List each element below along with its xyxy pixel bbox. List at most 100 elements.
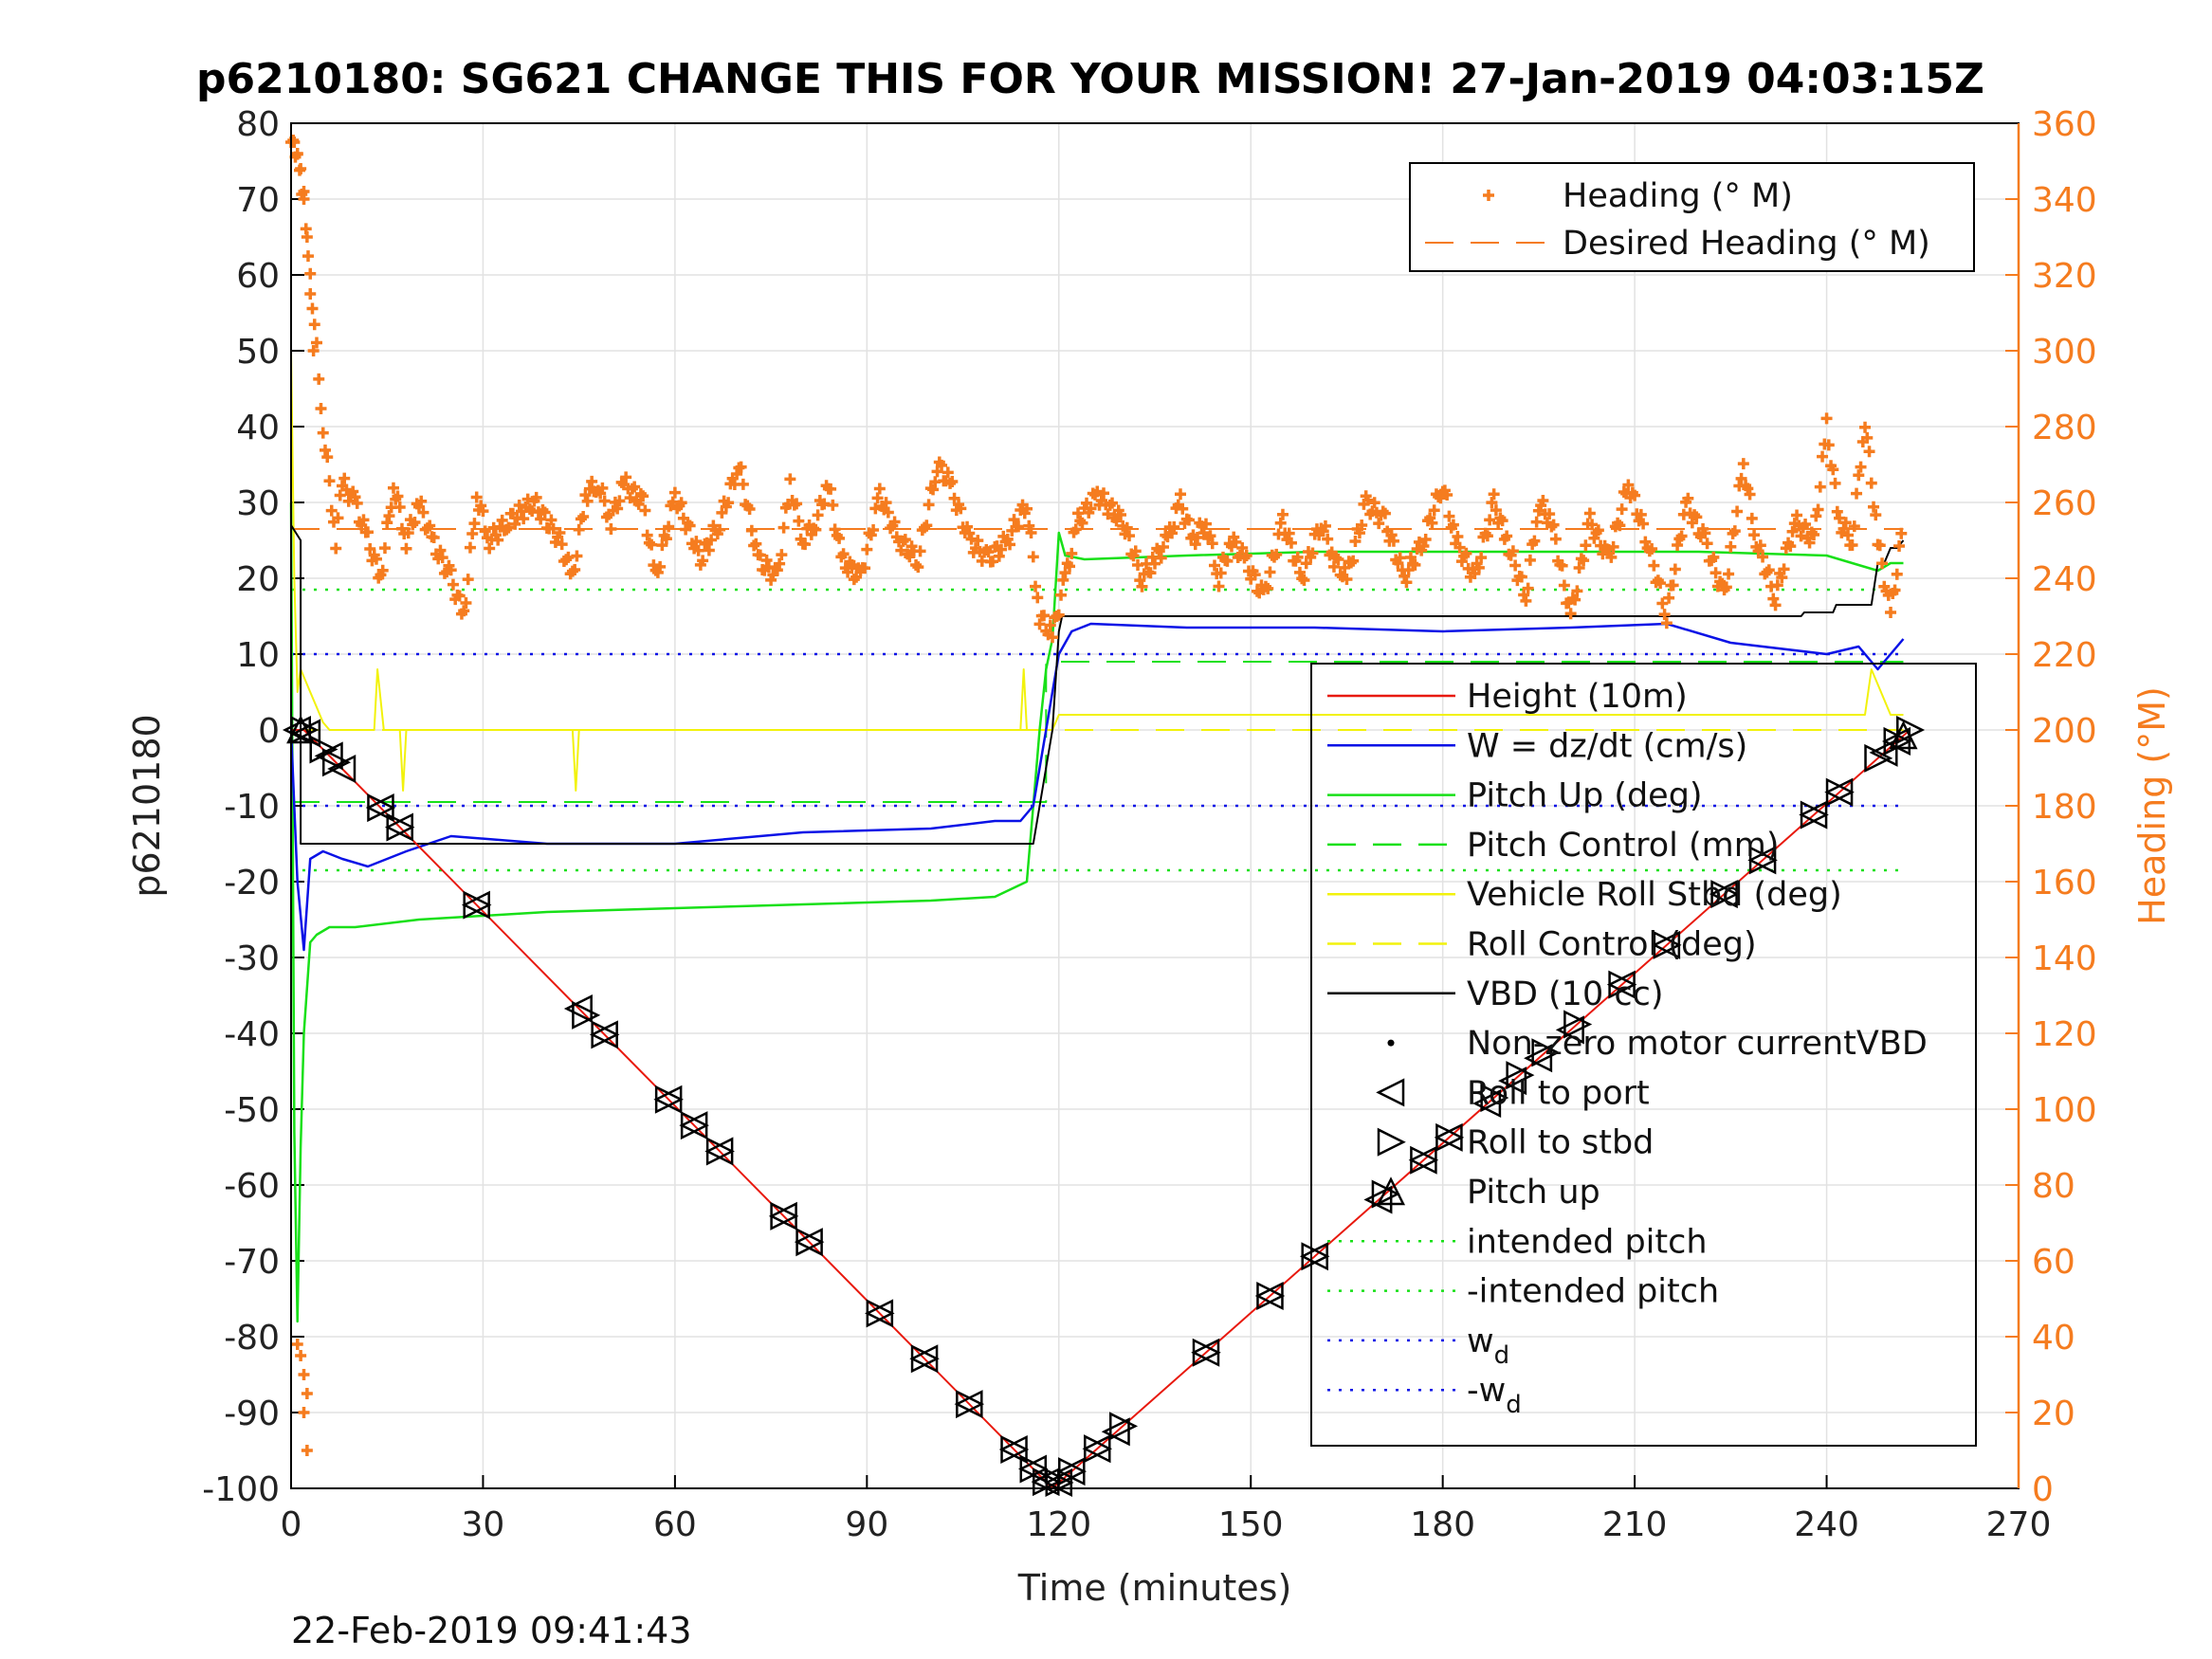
marker-roll-to-port xyxy=(1555,1015,1584,1045)
marker-roll-to-stbd xyxy=(1748,846,1778,875)
series-vehicle-roll-stbd-deg xyxy=(290,350,1904,792)
y-tick-label: 70 xyxy=(236,181,280,220)
y-tick-label: -20 xyxy=(224,864,280,902)
legend-label: Non-zero motor currentVBD xyxy=(1467,1025,1928,1063)
marker-roll-to-stbd xyxy=(321,748,352,777)
marker-roll-to-stbd xyxy=(1256,1281,1286,1311)
legend-label: Vehicle Roll Stbd (deg) xyxy=(1467,876,1842,914)
marker-roll-to-stbd xyxy=(705,1137,735,1166)
x-tick-label: 210 xyxy=(1602,1505,1668,1544)
legend-label-text: W = dz/dt (cm/s) xyxy=(1467,727,1747,765)
y-tick-label: 20 xyxy=(236,560,280,599)
legend-symbol-roll-port xyxy=(1376,1078,1405,1107)
legend-label: wd xyxy=(1467,1322,1509,1370)
legend-heading-symbol xyxy=(1483,190,1494,201)
legend-label-text: Pitch up xyxy=(1467,1174,1600,1212)
legend-label-text: w xyxy=(1467,1322,1494,1360)
x-tick-label: 0 xyxy=(281,1505,302,1544)
legend-label: -wd xyxy=(1467,1372,1522,1419)
legend-label-text: Pitch Control (mm) xyxy=(1467,827,1779,865)
marker-roll-to-stbd xyxy=(1506,1061,1535,1090)
legend-symbol-dot xyxy=(1387,1039,1395,1047)
marker-roll-to-stbd xyxy=(1109,1412,1139,1441)
marker-roll-to-stbd xyxy=(1800,800,1829,830)
marker-roll-to-stbd xyxy=(1531,1038,1561,1067)
y-axis-label-right: Heading (°M) xyxy=(2131,686,2173,925)
legend-label-text: Non-zero motor currentVBD xyxy=(1467,1025,1928,1063)
legend-label-text: -w xyxy=(1467,1372,1506,1410)
series-w-dz-dt-cm-s xyxy=(289,622,1905,952)
marker-roll-to-stbd xyxy=(956,1390,985,1419)
y-tick-label: -100 xyxy=(202,1470,280,1509)
x-tick-label: 30 xyxy=(462,1505,505,1544)
y-right-tick-label: 260 xyxy=(2032,484,2097,523)
legend-label: Roll to port xyxy=(1467,1074,1650,1112)
legend-label: intended pitch xyxy=(1467,1223,1708,1261)
y-right-tick-label: 200 xyxy=(2032,712,2097,751)
marker-roll-to-stbd xyxy=(1825,777,1855,807)
marker-roll-to-stbd xyxy=(386,812,415,842)
legend-label: Roll to stbd xyxy=(1467,1124,1654,1162)
legend-symbol-pitch-up xyxy=(1376,1176,1406,1206)
marker-roll-to-stbd xyxy=(1710,880,1740,909)
legend-label: Pitch up xyxy=(1467,1174,1600,1212)
legend-label: -intended pitch xyxy=(1467,1273,1719,1311)
marker-roll-to-stbd xyxy=(1563,1010,1593,1039)
marker-roll-to-port xyxy=(1498,1066,1527,1096)
marker-roll-to-stbd xyxy=(1608,970,1637,999)
y-right-tick-label: 40 xyxy=(2032,1319,2075,1358)
marker-roll-to-stbd xyxy=(654,1085,684,1114)
marker-layer xyxy=(282,715,1926,1498)
legend-label-subscript: d xyxy=(1494,1341,1510,1370)
chart-title: p6210180: SG621 CHANGE THIS FOR YOUR MIS… xyxy=(196,55,1984,103)
y-right-tick-label: 300 xyxy=(2032,333,2097,372)
y-right-tick-label: 120 xyxy=(2032,1015,2097,1054)
marker-roll-to-port xyxy=(314,741,343,771)
y-right-tick-label: 320 xyxy=(2032,257,2097,296)
y-right-tick-label: 340 xyxy=(2032,181,2097,220)
legend-label-text: VBD (10 cc) xyxy=(1467,975,1664,1013)
marker-roll-to-stbd xyxy=(1410,1145,1439,1175)
x-tick-label: 240 xyxy=(1794,1505,1859,1544)
legend-label-text: intended pitch xyxy=(1467,1223,1708,1261)
y-tick-label: 0 xyxy=(258,712,280,751)
marker-roll-to-stbd xyxy=(770,1201,799,1231)
legend-label-text: Pitch Up (deg) xyxy=(1467,777,1703,815)
x-tick-label: 120 xyxy=(1026,1505,1091,1544)
legend-label-text: -intended pitch xyxy=(1467,1273,1719,1311)
y-right-tick-label: 240 xyxy=(2032,560,2097,599)
marker-roll-to-port xyxy=(292,719,321,748)
marker-roll-to-stbd xyxy=(1000,1434,1030,1464)
legend-label-text: Roll to stbd xyxy=(1467,1124,1654,1162)
y-tick-label: 80 xyxy=(236,105,280,144)
marker-roll-to-port xyxy=(1472,1089,1502,1119)
y-right-tick-label: 280 xyxy=(2032,409,2097,447)
marker-roll-to-stbd xyxy=(463,890,492,920)
timestamp: 22-Feb-2019 09:41:43 xyxy=(291,1610,692,1651)
legend-label-text: Vehicle Roll Stbd (deg) xyxy=(1467,876,1842,914)
main-legend-box xyxy=(1310,663,1977,1447)
marker-roll-to-stbd xyxy=(1084,1434,1113,1464)
y-right-tick-label: 180 xyxy=(2032,788,2097,827)
marker-roll-to-stbd xyxy=(680,1111,709,1140)
marker-roll-to-stbd xyxy=(1480,1084,1509,1113)
y-axis-label: p6210180 xyxy=(126,714,168,897)
legend-label: Pitch Up (deg) xyxy=(1467,777,1703,815)
y-right-tick-label: 160 xyxy=(2032,864,2097,902)
y-right-tick-label: 80 xyxy=(2032,1167,2075,1206)
y-tick-label: 60 xyxy=(236,257,280,296)
y-right-tick-label: 360 xyxy=(2032,105,2097,144)
legend-label: Height (10m) xyxy=(1467,678,1688,716)
marker-roll-to-stbd xyxy=(1301,1242,1330,1271)
legend-label: W = dz/dt (cm/s) xyxy=(1467,727,1747,765)
legend-heading-label: Heading (° M) xyxy=(1563,177,1793,215)
main-legend: Height (10m) W = dz/dt (cm/s) Pitch Up (de… xyxy=(1310,663,1977,1447)
y-tick-label: -90 xyxy=(224,1395,280,1433)
legend-label: Roll Control (deg) xyxy=(1467,926,1757,964)
legend-label-text: Height (10m) xyxy=(1467,678,1688,716)
legend-label-text: Roll Control (deg) xyxy=(1467,926,1757,964)
marker-roll-to-stbd xyxy=(866,1299,895,1328)
y-right-tick-label: 60 xyxy=(2032,1243,2075,1282)
y-right-tick-label: 140 xyxy=(2032,939,2097,978)
